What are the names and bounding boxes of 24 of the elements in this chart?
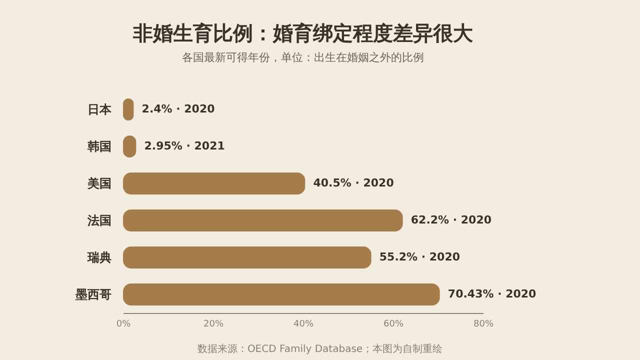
source-note: 数据来源：OECD Family Database；本图为自制重绘 <box>196 342 444 356</box>
x-tick-label: 20% <box>203 320 224 330</box>
data-label: 55.2% · 2020 <box>379 250 460 264</box>
x-tick-label: 80% <box>473 320 494 330</box>
bar <box>123 284 440 306</box>
data-label: 2.4% · 2020 <box>142 102 216 116</box>
data-label: 62.2% · 2020 <box>410 214 492 226</box>
y-tick-label: 韩国 <box>86 140 112 154</box>
data-label: 40.5% · 2020 <box>313 176 394 190</box>
y-tick-label: 美国 <box>86 176 112 190</box>
chart-title: 非婚生育比例：婚育绑定程度差异很大 <box>132 21 474 45</box>
data-label: 70.43% · 2020 <box>448 288 537 300</box>
y-tick-label: 瑞典 <box>86 250 112 264</box>
x-tick-label: 40% <box>293 320 314 330</box>
x-tick-label: 0% <box>116 320 132 330</box>
chart-subtitle: 各国最新可得年份，单位：出生在婚姻之外的比例 <box>182 51 424 64</box>
y-tick-label: 日本 <box>88 102 112 116</box>
bar <box>123 246 372 268</box>
y-tick-label: 法国 <box>86 214 112 228</box>
data-label: 2.95% · 2021 <box>144 140 225 152</box>
y-tick-label: 墨西哥 <box>74 288 112 302</box>
bar <box>123 210 403 232</box>
bar <box>123 172 306 194</box>
x-tick-label: 60% <box>383 320 404 330</box>
